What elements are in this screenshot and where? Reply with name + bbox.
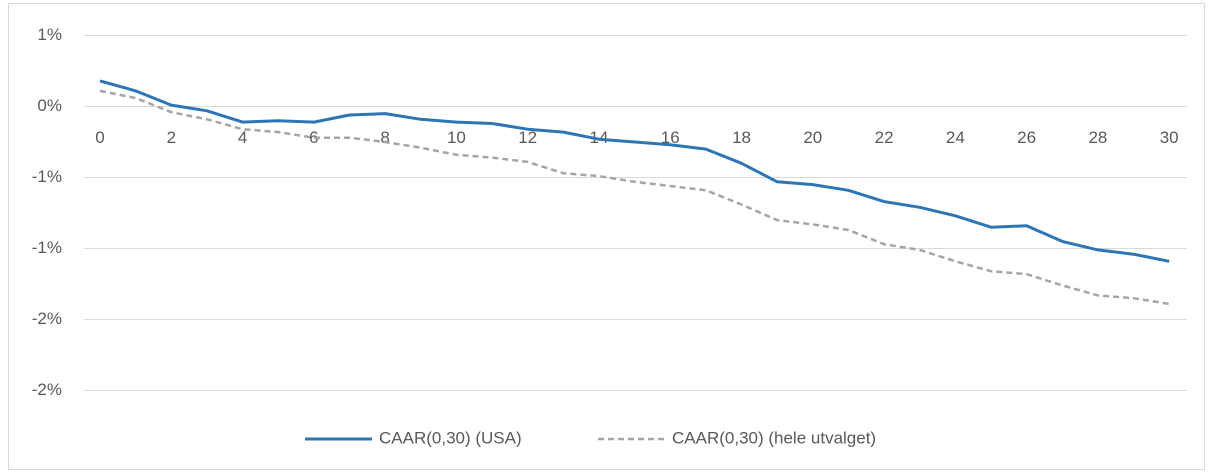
- x-tick-label: 28: [1088, 128, 1107, 147]
- legend-label: CAAR(0,30) (USA): [379, 428, 522, 447]
- y-tick-label: -1%: [32, 167, 62, 186]
- chart-border: [8, 3, 1205, 470]
- series-line: [99, 79, 1170, 263]
- legend-label: CAAR(0,30) (hele utvalget): [672, 428, 876, 447]
- x-tick-label: 16: [661, 128, 680, 147]
- x-tick-label: 12: [518, 128, 537, 147]
- x-tick-label: 18: [732, 128, 751, 147]
- x-tick-label: 24: [946, 128, 965, 147]
- x-tick-label: 10: [447, 128, 466, 147]
- y-tick-label: -1%: [32, 238, 62, 257]
- x-tick-label: 8: [380, 128, 389, 147]
- x-tick-label: 30: [1160, 128, 1179, 147]
- y-tick-label: -2%: [32, 309, 62, 328]
- y-tick-label: 1%: [37, 25, 62, 44]
- x-tick-label: 14: [590, 128, 609, 147]
- x-tick-label: 2: [167, 128, 176, 147]
- x-tick-label: 22: [875, 128, 894, 147]
- x-tick-label: 26: [1017, 128, 1036, 147]
- x-tick-label: 4: [238, 128, 247, 147]
- x-tick-label: 0: [95, 128, 104, 147]
- x-tick-label: 6: [309, 128, 318, 147]
- x-tick-label: 20: [803, 128, 822, 147]
- y-tick-label: -2%: [32, 380, 62, 399]
- y-tick-label: 0%: [37, 96, 62, 115]
- series-line: [99, 89, 1170, 306]
